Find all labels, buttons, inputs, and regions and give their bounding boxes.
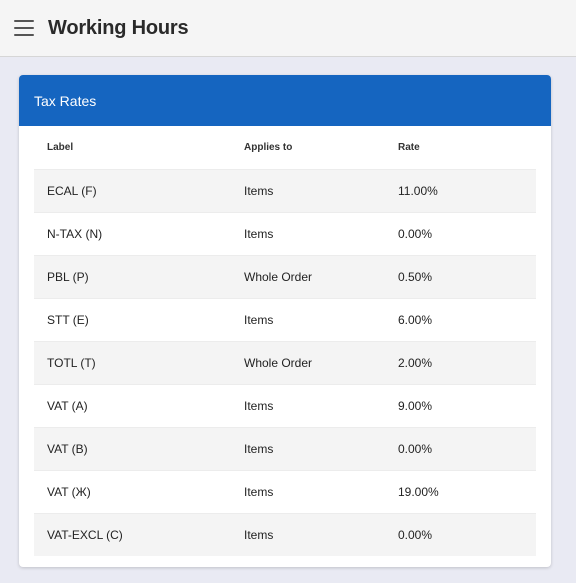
table-row[interactable]: TOTL (T) Whole Order 2.00% (34, 341, 536, 384)
cell-label: TOTL (T) (47, 356, 96, 370)
cell-rate: 0.00% (398, 528, 433, 542)
table-row[interactable]: N-TAX (N) Items 0.00% (34, 212, 536, 255)
cell-label: PBL (P) (47, 270, 89, 284)
table-row[interactable]: VAT (A) Items 9.00% (34, 384, 536, 427)
column-header-applies-to: Applies to (244, 142, 293, 153)
table-row[interactable]: PBL (P) Whole Order 0.50% (34, 255, 536, 298)
tax-rates-card: Tax Rates Label Applies to Rate ECAL (F)… (19, 75, 551, 567)
page-title: Working Hours (48, 16, 189, 39)
cell-label: VAT (B) (47, 442, 88, 456)
cell-applies-to: Whole Order (244, 356, 313, 370)
cell-rate: 0.00% (398, 227, 433, 241)
column-header-rate: Rate (398, 142, 420, 153)
table-row[interactable]: VAT (B) Items 0.00% (34, 427, 536, 470)
column-header-label: Label (47, 142, 74, 153)
cell-rate: 2.00% (398, 356, 433, 370)
cell-rate: 9.00% (398, 399, 433, 413)
cell-rate: 11.00% (398, 184, 438, 198)
table-row[interactable]: STT (E) Items 6.00% (34, 298, 536, 341)
cell-applies-to: Whole Order (244, 270, 313, 284)
tax-rates-table: Label Applies to Rate ECAL (F) Items 11.00… (34, 126, 536, 556)
card-title: Tax Rates (34, 92, 97, 109)
cell-applies-to: Items (244, 227, 274, 241)
card-header: Tax Rates (19, 75, 551, 126)
cell-label: VAT (Ж) (47, 485, 91, 499)
cell-applies-to: Items (244, 485, 274, 499)
cell-label: VAT-EXCL (C) (47, 528, 123, 542)
table-header: Label Applies to Rate (34, 126, 536, 169)
table-row[interactable]: VAT (Ж) Items 19.00% (34, 470, 536, 513)
cell-label: ECAL (F) (47, 184, 97, 198)
cell-label: STT (E) (47, 313, 89, 327)
hamburger-menu-icon[interactable] (14, 20, 34, 36)
cell-applies-to: Items (244, 313, 274, 327)
cell-rate: 0.00% (398, 442, 433, 456)
cell-label: N-TAX (N) (47, 227, 103, 241)
app-bar: Working Hours (0, 0, 576, 57)
table-row[interactable]: ECAL (F) Items 11.00% (34, 169, 536, 212)
table-row[interactable]: VAT-EXCL (C) Items 0.00% (34, 513, 536, 556)
cell-label: VAT (A) (47, 399, 88, 413)
cell-applies-to: Items (244, 442, 274, 456)
cell-rate: 19.00% (398, 485, 439, 499)
cell-rate: 0.50% (398, 270, 433, 284)
cell-applies-to: Items (244, 399, 274, 413)
table-body: ECAL (F) Items 11.00% N-TAX (N) Items 0.00% PB… (34, 169, 536, 556)
cell-rate: 6.00% (398, 313, 433, 327)
cell-applies-to: Items (244, 528, 274, 542)
cell-applies-to: Items (244, 184, 274, 198)
